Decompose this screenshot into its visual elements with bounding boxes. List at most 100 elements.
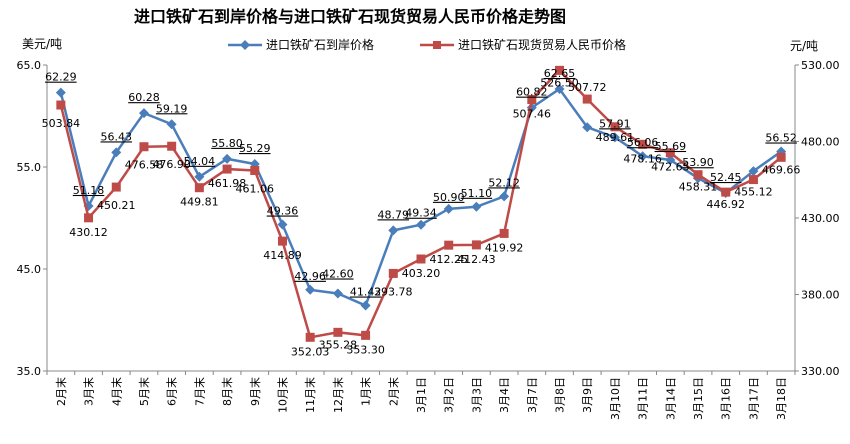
x-tick-label: 3月1日 — [415, 377, 428, 413]
series-1-data-label: 60.82 — [516, 86, 548, 99]
series-2-point — [776, 152, 786, 162]
left-axis-unit: 美元/吨 — [22, 37, 62, 51]
series-2-point — [111, 182, 121, 192]
series-1-point — [416, 219, 426, 230]
series-2-data-label: 430.12 — [69, 226, 108, 239]
x-tick-label: 3月末 — [82, 377, 96, 406]
series-1-point — [222, 153, 233, 164]
series-1-point — [499, 191, 510, 202]
series-1-data-label: 42.60 — [322, 267, 354, 280]
series-2-point — [361, 330, 371, 340]
series-2-data-label: 478.16 — [623, 152, 662, 165]
x-tick-label: 1月末 — [359, 377, 373, 406]
x-tick-label: 5月末 — [137, 377, 151, 406]
series-2-data-label: 403.20 — [402, 267, 441, 280]
series-2-data-label: 507.72 — [568, 81, 607, 94]
legend-label-series-1: 进口铁矿石到岸价格 — [266, 37, 374, 52]
series-2-point — [194, 183, 204, 193]
series-1-data-label: 62.29 — [45, 71, 77, 84]
series-1-data-label: 48.79 — [378, 208, 410, 221]
x-tick-label: 3月4日 — [498, 377, 511, 413]
series-1-data-label: 55.29 — [239, 142, 271, 155]
series-2-point — [444, 240, 454, 250]
series-2-data-label: 455.12 — [734, 186, 773, 199]
series-1-point — [748, 166, 759, 177]
series-1-data-label: 53.90 — [682, 156, 714, 169]
x-tick-label: 9月末 — [248, 377, 262, 406]
series-2-point — [333, 327, 343, 337]
x-tick-label: 3月16日 — [720, 377, 733, 420]
series-2-point — [582, 94, 592, 104]
series-1-point — [443, 203, 454, 214]
x-tick-label: 12月末 — [331, 377, 345, 413]
series-2-data-label: 489.61 — [596, 131, 635, 144]
series-2-point — [721, 187, 731, 197]
series-2-data-label: 526.50 — [540, 76, 579, 89]
series-2-data-label: 476.90 — [152, 158, 191, 171]
x-tick-label: 3月18日 — [775, 377, 788, 420]
left-tick-label: 55.0 — [17, 161, 42, 174]
series-1-point — [194, 171, 205, 182]
series-2-data-label: 476.58 — [125, 159, 164, 172]
series-1-data-label: 56.06 — [627, 136, 659, 149]
series-2-point — [748, 175, 758, 185]
series-2-point — [555, 65, 565, 75]
series-2-point — [56, 100, 66, 110]
series-2-data-label: 449.81 — [180, 196, 219, 209]
series-2-data-label: 472.65 — [651, 161, 690, 174]
series-2-data-label: 450.21 — [97, 199, 136, 212]
series-1-data-label: 55.69 — [655, 140, 687, 153]
series-1-data-label: 51.18 — [73, 184, 105, 197]
series-2-point — [471, 240, 481, 250]
right-tick-label: 480.00 — [801, 136, 840, 149]
series-1-point — [609, 132, 620, 143]
series-2-point — [222, 164, 232, 174]
series-2-point — [665, 148, 675, 158]
series-1-point — [166, 119, 177, 130]
series-2-point — [388, 268, 398, 278]
series-2-point — [416, 254, 426, 264]
series-1-data-label: 56.43 — [101, 130, 133, 143]
series-2-point — [250, 165, 260, 175]
x-tick-label: 4月末 — [109, 377, 123, 406]
series-1-point — [360, 300, 371, 311]
series-1-data-label: 57.91 — [599, 117, 631, 130]
right-tick-label: 330.00 — [801, 365, 840, 378]
x-tick-label: 6月末 — [165, 377, 179, 406]
series-2-point — [167, 141, 177, 151]
series-1-data-label: 62.65 — [544, 67, 576, 80]
series-2-data-label: 419.92 — [485, 241, 524, 254]
series-2-point — [610, 122, 620, 132]
series-2-data-label: 469.66 — [762, 163, 801, 176]
right-tick-label: 530.00 — [801, 59, 840, 72]
x-tick-label: 7月末 — [192, 377, 206, 406]
series-lines — [55, 65, 787, 342]
series-1-data-label: 52.12 — [488, 176, 520, 189]
series-2-data-label: 412.25 — [429, 253, 468, 266]
series-1-point — [55, 87, 66, 98]
series-2-point — [527, 94, 537, 104]
series-1-point — [554, 83, 565, 94]
left-tick-label: 35.0 — [17, 365, 42, 378]
series-1-data-label: 54.04 — [184, 155, 216, 168]
x-tick-label: 3月15日 — [692, 377, 705, 420]
series-2-data-label: 352.03 — [291, 345, 330, 358]
series-2-data-label: 461.06 — [236, 182, 275, 195]
series-1-point — [277, 219, 288, 230]
series-1-data-label: 42.96 — [294, 270, 326, 283]
series-1-point — [138, 108, 149, 119]
series-1-data-label: 41.42 — [350, 286, 382, 299]
series-2-data-label: 461.98 — [208, 177, 247, 190]
series-2-point — [305, 332, 315, 342]
chart-title: 进口铁矿石到岸价格与进口铁矿石现货贸易人民币价格走势图 — [134, 7, 566, 26]
x-tick-label: 3月3日 — [470, 377, 483, 413]
series-2-data-label: 414.89 — [263, 249, 302, 262]
series-2-data-label: 507.46 — [513, 107, 552, 120]
series-2-data-label: 355.28 — [319, 338, 358, 351]
series-2-data-label: 393.78 — [374, 285, 413, 298]
series-1-data-label: 56.52 — [765, 131, 797, 144]
series-1-data-label: 49.36 — [267, 205, 299, 218]
series-1-data-label: 55.80 — [211, 137, 243, 150]
